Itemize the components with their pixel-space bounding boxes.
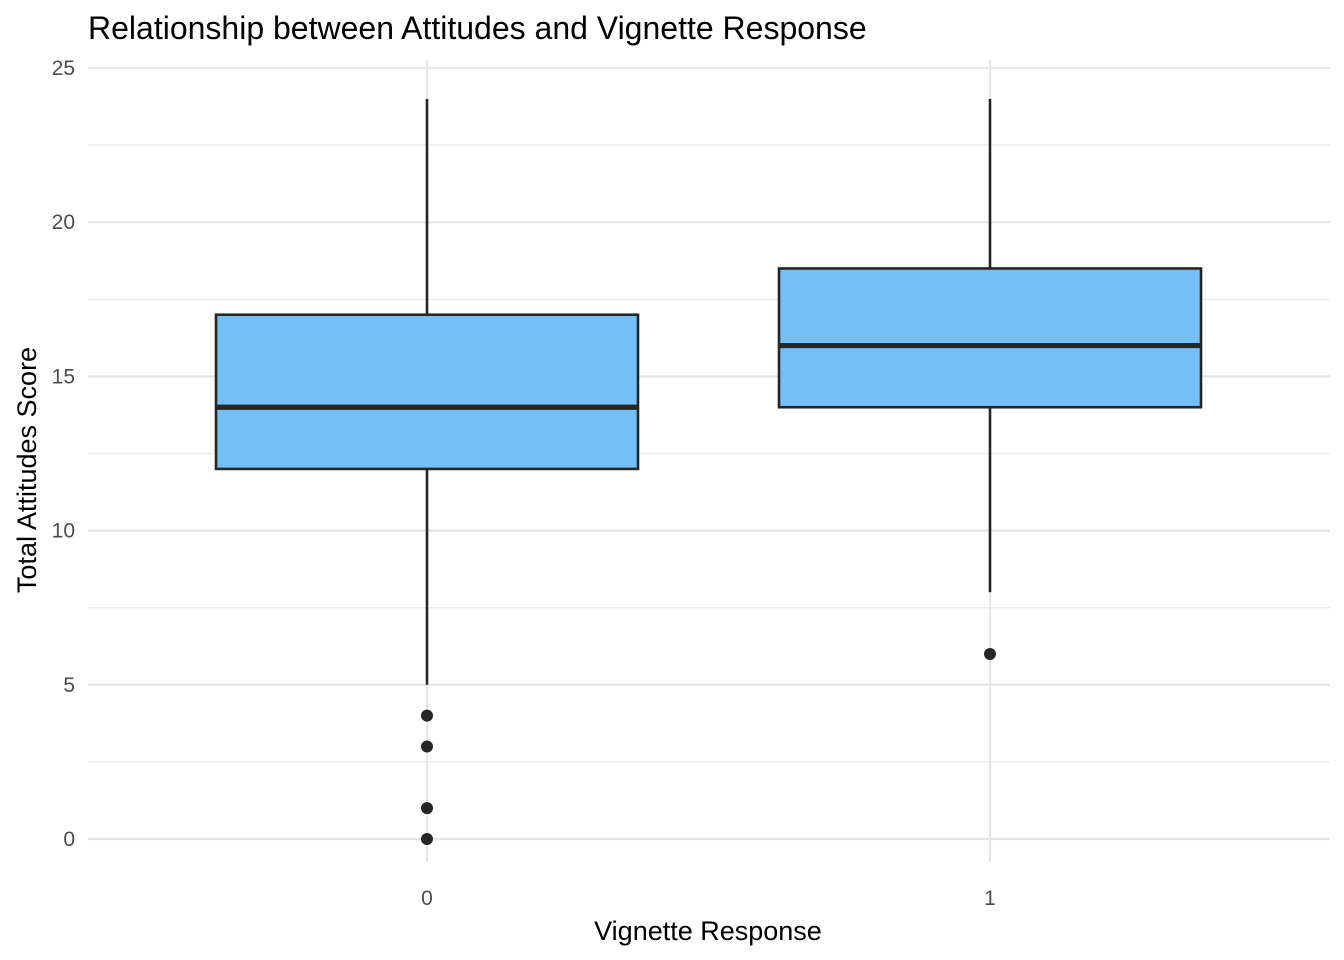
x-tick-label: 0 — [421, 887, 433, 910]
outlier-point — [421, 802, 433, 815]
iqr-box — [777, 267, 1203, 409]
chart-title: Relationship between Attitudes and Vigne… — [88, 10, 867, 46]
y-tick-label: 0 — [63, 828, 75, 851]
outlier-point — [984, 647, 996, 660]
iqr-box — [214, 313, 640, 471]
box-group-0 — [214, 98, 640, 845]
box-group-1 — [777, 98, 1203, 660]
x-axis-title: Vignette Response — [594, 916, 822, 946]
y-tick-label: 25 — [52, 57, 75, 80]
boxes-layer — [214, 98, 1203, 845]
y-axis-title: Total Attitudes Score — [12, 347, 42, 593]
x-tick-label: 1 — [984, 887, 996, 910]
outlier-point — [421, 740, 433, 753]
y-tick-labels: 0 5 10 15 20 25 — [52, 57, 75, 851]
outlier-point — [421, 709, 433, 722]
y-tick-label: 15 — [52, 365, 75, 388]
outlier-point — [421, 833, 433, 845]
y-tick-label: 10 — [52, 520, 75, 543]
y-tick-label: 5 — [63, 674, 75, 697]
y-tick-label: 20 — [52, 211, 75, 234]
